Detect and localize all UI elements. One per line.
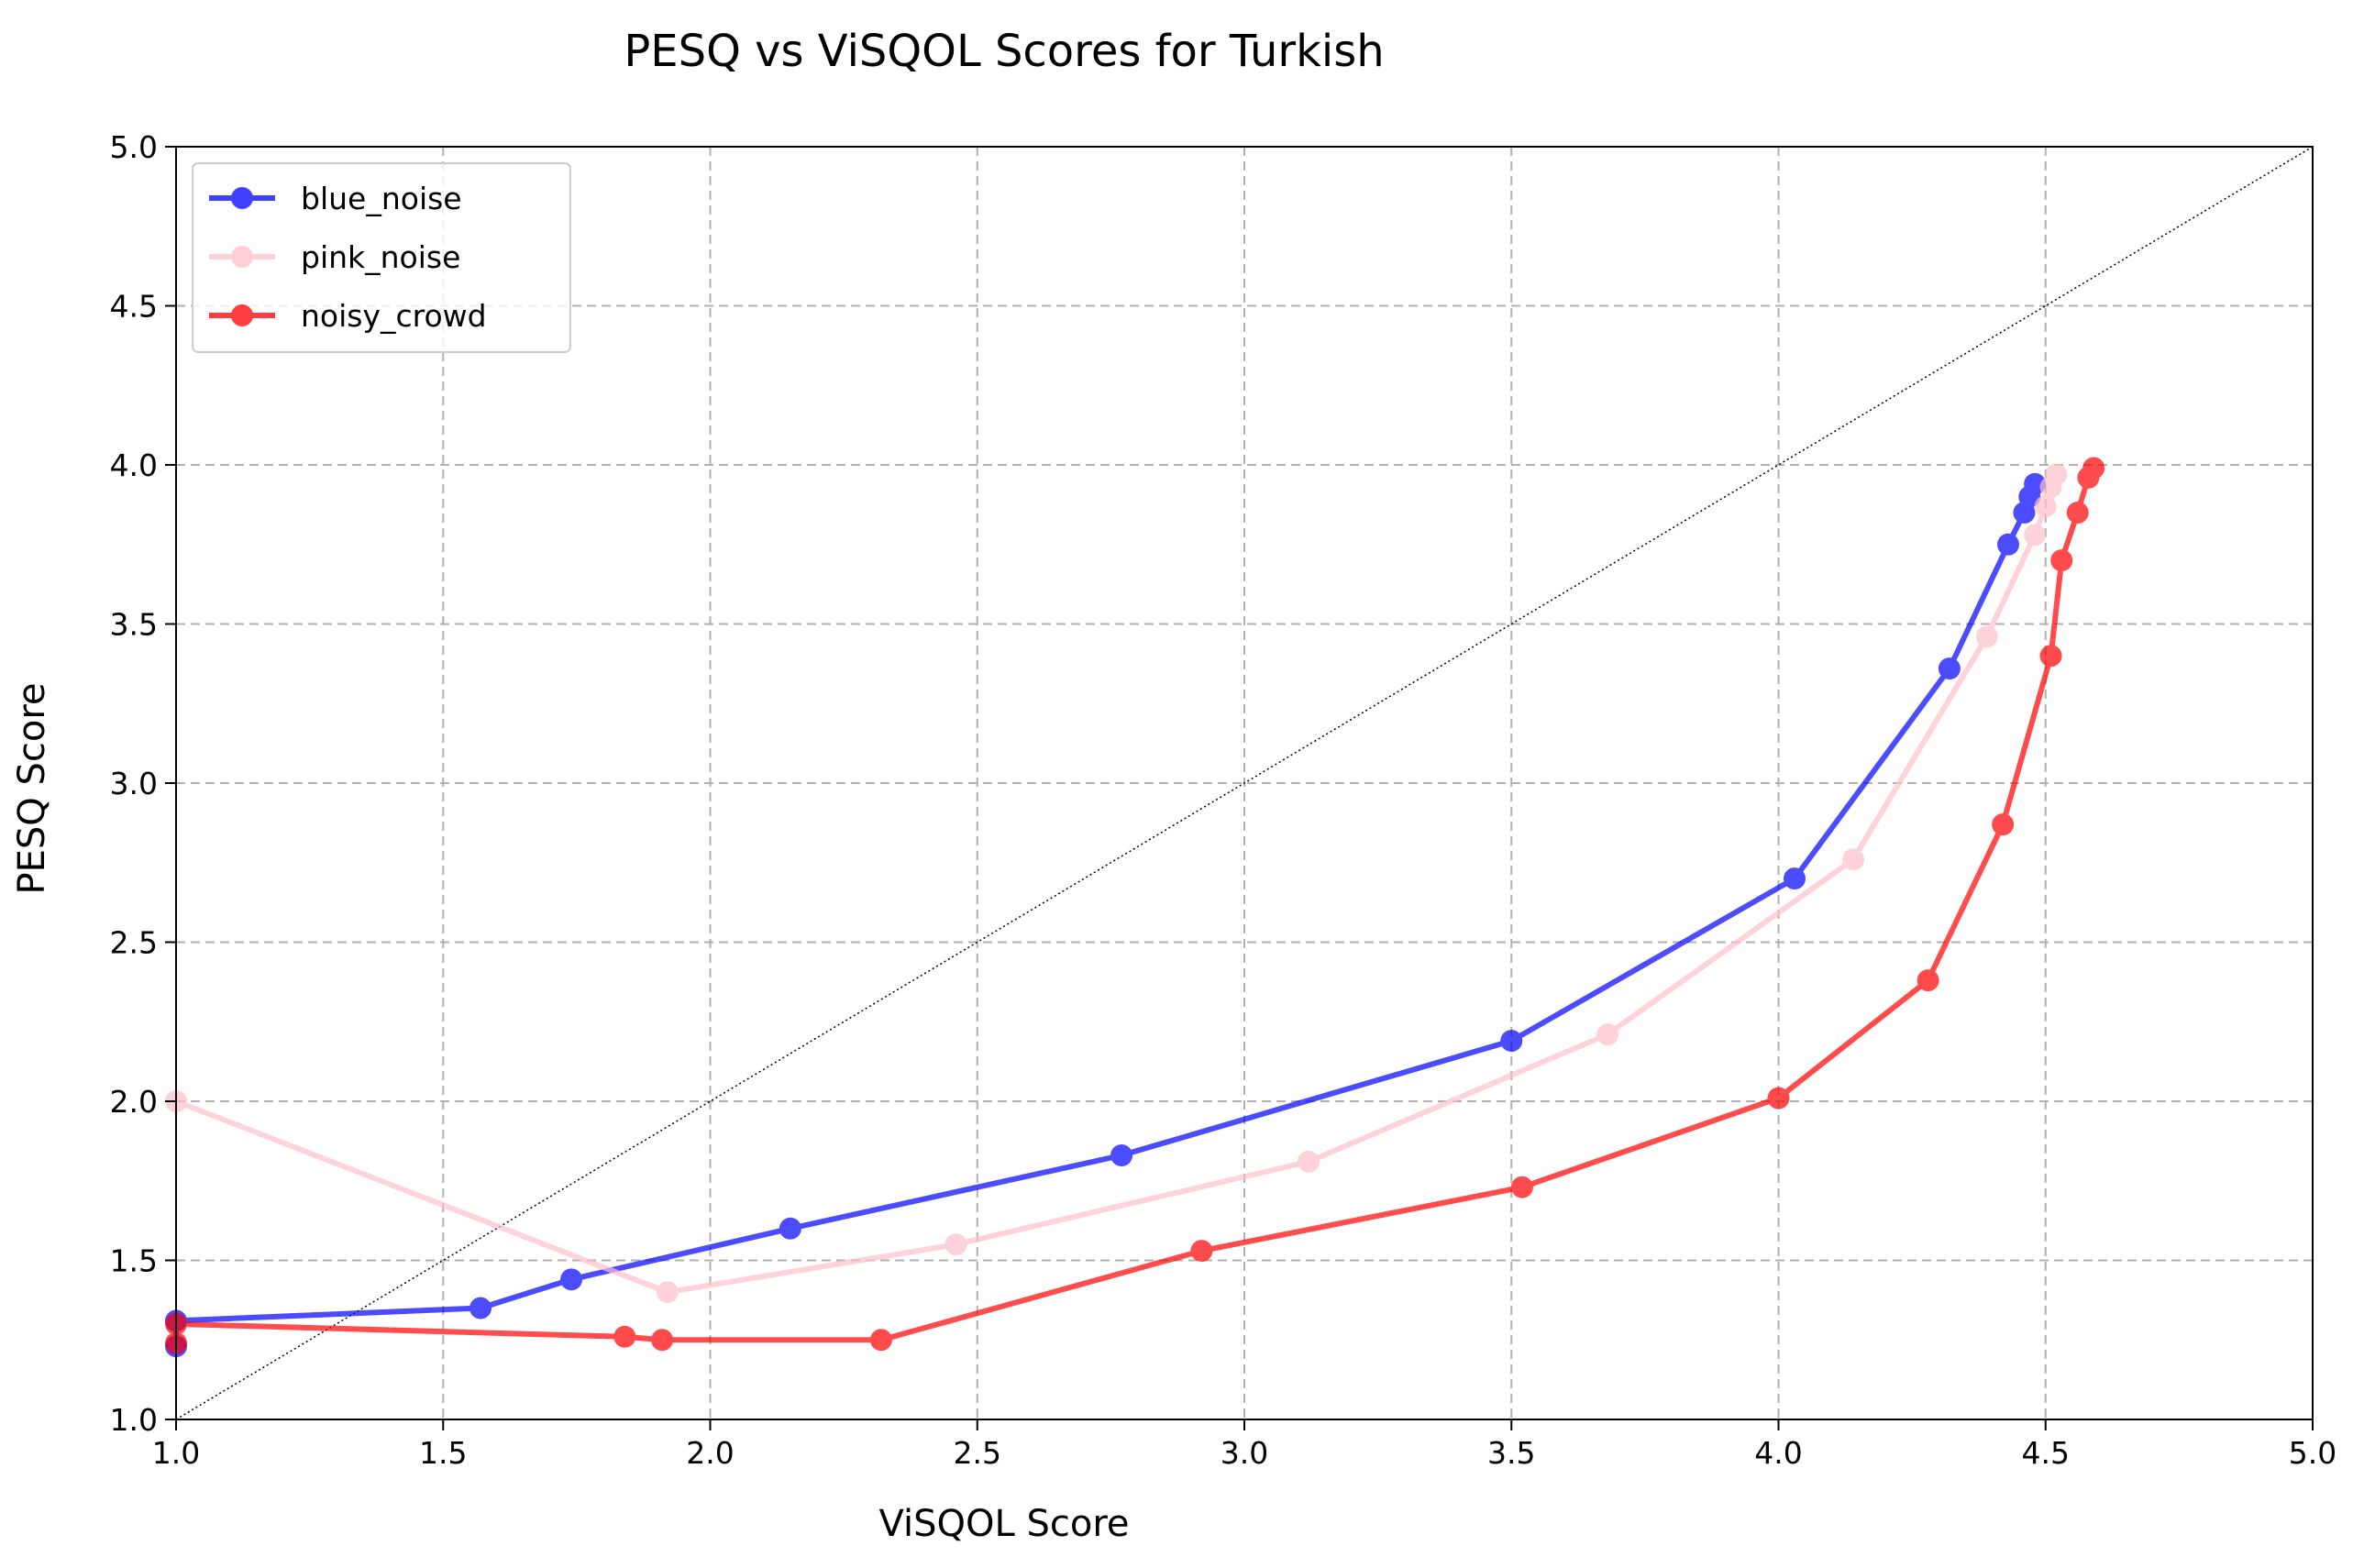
data-point [1500,1030,1523,1053]
data-point [1917,969,1939,992]
series-pink_noise [165,463,2068,1304]
x-tick-label: 2.0 [686,1435,734,1471]
legend-label: noisy_crowd [301,298,487,334]
x-tick-label: 2.5 [954,1435,1001,1471]
data-point [944,1233,967,1256]
data-point [1996,533,2019,556]
x-tick-label: 1.5 [419,1435,467,1471]
legend-box [192,162,571,353]
data-point [1783,867,1806,890]
diagonal-reference-line [175,146,2314,1420]
data-point [1992,813,2015,836]
y-tick-label: 1.5 [110,1243,158,1279]
y-tick-label: 3.5 [110,607,158,643]
data-point [2082,457,2105,480]
data-point [1767,1087,1790,1110]
data-point [2050,549,2073,572]
data-point [2066,502,2089,525]
y-tick-label: 4.0 [110,447,158,483]
y-tick-label: 2.5 [110,925,158,961]
x-tick-label: 5.0 [2289,1435,2336,1471]
legend-item [209,304,275,326]
x-tick-label: 3.5 [1487,1435,1535,1471]
x-tick-label: 4.5 [2022,1435,2070,1471]
data-point [1110,1143,1133,1166]
x-tick-label: 1.0 [152,1435,200,1471]
data-point [656,1281,679,1304]
legend-label: blue_noise [301,181,462,216]
x-axis-label: ViSQOL Score [879,1503,1130,1545]
data-point [2024,524,2047,547]
data-point [1190,1240,1213,1263]
data-point [2039,645,2062,668]
data-point [651,1329,674,1352]
reference-line [175,146,2314,1420]
data-point [2034,495,2057,518]
data-point [560,1268,583,1291]
legend-swatch-marker [231,246,253,268]
series-line [174,473,2060,1296]
x-tick-label: 3.0 [1221,1435,1268,1471]
y-tick-label: 2.0 [110,1084,158,1120]
data-point [869,1329,892,1352]
y-tick-label: 1.0 [110,1402,158,1438]
legend-item [209,246,275,268]
ticks: 1.0 1.5 2.0 2.5 3.0 3.5 4.0 4.5 5.0 1.0 1.5 2.0 2.5 3… [110,129,2337,1471]
legend-item [209,187,275,209]
series-line [173,482,2038,1347]
y-tick-label: 4.5 [110,289,158,325]
data-point [1510,1176,1533,1198]
legend-label: pink_noise [301,239,460,275]
y-tick-label: 3.0 [110,766,158,801]
y-axis-label: PESQ Score [11,682,53,894]
data-point [613,1325,636,1348]
data-point [1938,657,1961,680]
legend: blue_noise pink_noise noisy_crowd [192,162,571,353]
data-point [1596,1023,1619,1046]
data-point [1975,625,1998,648]
series-blue_noise [165,472,2047,1358]
x-tick-label: 4.0 [1754,1435,1802,1471]
series-noisy_crowd [165,457,2105,1354]
legend-swatch-marker [231,304,253,326]
data-point [2045,463,2068,486]
data-point [469,1297,492,1320]
data-point [1297,1150,1320,1173]
data-point [779,1217,801,1240]
series-layer [165,457,2105,1358]
data-point [1842,848,1865,871]
y-tick-label: 5.0 [110,129,158,165]
chart-title: PESQ vs ViSQOL Scores for Turkish [624,26,1384,77]
legend-swatch-marker [231,187,253,209]
